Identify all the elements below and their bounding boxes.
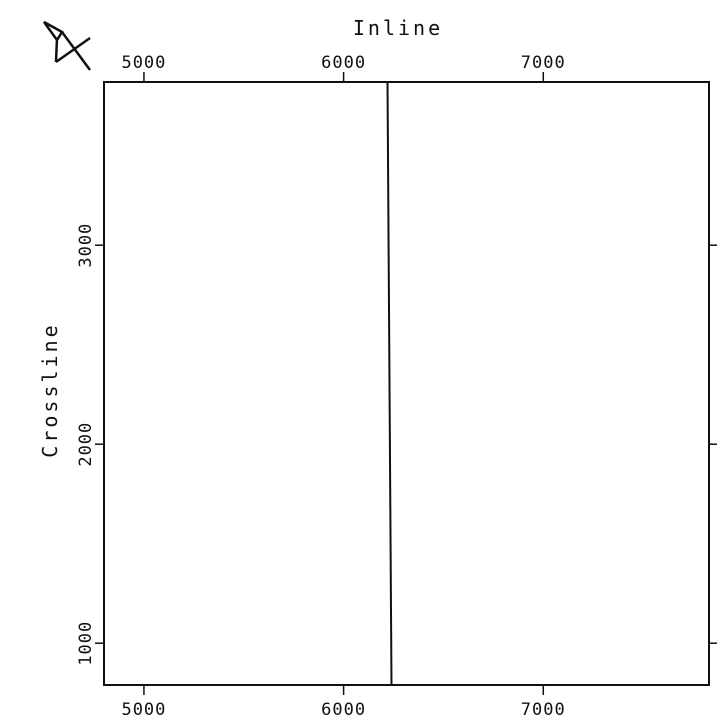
x-top-tick-label: 7000 bbox=[521, 53, 566, 73]
x-bottom-tick-label: 6000 bbox=[321, 700, 366, 720]
axis-ticks: 5000 6000 7000 5000 6000 7000 1000 2000 3000 bbox=[76, 53, 717, 720]
x-top-tick-label: 5000 bbox=[121, 53, 166, 73]
y-tick-label: 1000 bbox=[76, 621, 96, 666]
north-arrow-icon bbox=[42, 20, 92, 71]
x-bottom-tick-label: 5000 bbox=[121, 700, 166, 720]
x-axis-title: Inline bbox=[353, 16, 443, 40]
y-tick-label: 2000 bbox=[76, 422, 96, 467]
y-axis-title: Crossline bbox=[38, 322, 62, 457]
y-tick-label: 3000 bbox=[76, 223, 96, 268]
plot-frame bbox=[103, 81, 710, 686]
x-top-tick-label: 6000 bbox=[321, 53, 366, 73]
x-bottom-tick-label: 7000 bbox=[521, 700, 566, 720]
series-line bbox=[386, 81, 393, 686]
series-layer bbox=[386, 81, 393, 686]
